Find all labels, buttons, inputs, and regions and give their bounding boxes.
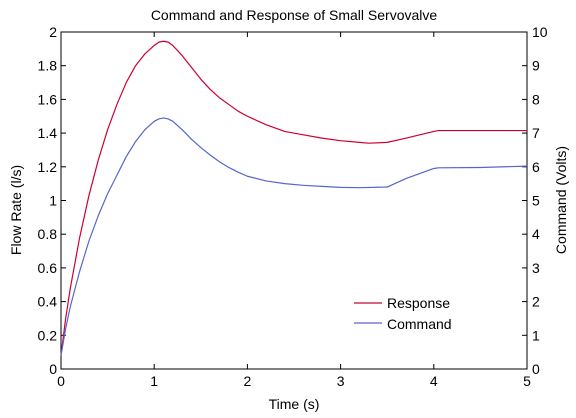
x-tick-label: 4 <box>430 373 438 389</box>
y-right-tick-label: 3 <box>532 260 540 276</box>
y-right-tick-label: 8 <box>532 91 540 107</box>
plot-area <box>60 31 528 370</box>
x-tick-label: 1 <box>150 373 158 389</box>
series-line-response <box>60 40 527 356</box>
y-left-tick-label: 1 <box>49 193 57 209</box>
x-axis-ticks: 0 1 2 3 4 5 <box>57 32 531 389</box>
y-left-tick-label: 0.4 <box>38 294 58 310</box>
y-right-tick-label: 4 <box>532 226 540 242</box>
y-axis-left-ticks: 0 0.2 0.4 0.6 0.8 1 1.2 1.4 1.6 1.8 2 <box>38 24 66 377</box>
y-axis-right-ticks: 0 1 2 3 4 5 6 7 8 9 10 <box>522 24 548 377</box>
y-right-tick-label: 7 <box>532 125 540 141</box>
y-left-tick-label: 1.2 <box>38 159 58 175</box>
y-right-tick-label: 1 <box>532 327 540 343</box>
y-right-tick-label: 10 <box>532 24 548 40</box>
legend-label-command: Command <box>387 316 452 332</box>
legend: Response Command <box>354 295 452 332</box>
y-right-tick-label: 2 <box>532 294 540 310</box>
y-left-tick-label: 0.8 <box>38 226 58 242</box>
y-right-tick-label: 6 <box>532 159 540 175</box>
chart-title: Command and Response of Small Servovalve <box>151 7 438 23</box>
y-right-tick-label: 0 <box>532 361 540 377</box>
y-axis-right-label: Command (Volts) <box>553 146 569 254</box>
x-tick-label: 2 <box>244 373 252 389</box>
y-left-tick-label: 0 <box>49 361 57 377</box>
y-left-tick-label: 1.8 <box>38 58 58 74</box>
series-line-command <box>60 117 528 356</box>
legend-label-response: Response <box>387 295 450 311</box>
y-left-tick-label: 0.6 <box>38 260 58 276</box>
y-right-tick-label: 9 <box>532 58 540 74</box>
x-tick-label: 3 <box>337 373 345 389</box>
series-layer <box>60 40 528 356</box>
x-tick-label: 0 <box>57 373 65 389</box>
y-left-tick-label: 1.4 <box>38 125 58 141</box>
y-axis-left-label: Flow Rate (l/s) <box>8 165 24 255</box>
y-left-tick-label: 2 <box>49 24 57 40</box>
x-axis-label: Time (s) <box>269 396 320 412</box>
x-tick-label: 5 <box>523 373 531 389</box>
y-left-tick-label: 1.6 <box>38 91 58 107</box>
y-left-tick-label: 0.2 <box>38 327 58 343</box>
y-right-tick-label: 5 <box>532 193 540 209</box>
